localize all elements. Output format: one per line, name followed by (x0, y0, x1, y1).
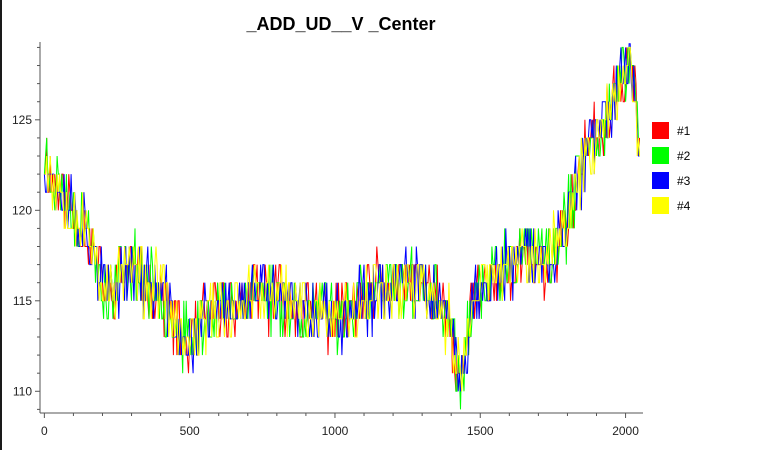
plot-area (40, 42, 643, 413)
y-tick-label: 125 (12, 113, 32, 127)
legend-swatch-1 (652, 122, 669, 139)
x-tick-label: 500 (180, 424, 200, 438)
x-tick-label: 0 (41, 424, 48, 438)
legend-label-1: #1 (677, 124, 691, 138)
axes-layer: 0 500 1000 1500 2000 110 115 120 125 (12, 42, 643, 438)
y-tick-label: 120 (12, 203, 32, 217)
window-edge (0, 0, 2, 450)
y-tick-label: 115 (13, 294, 32, 308)
legend-label-4: #4 (677, 199, 691, 213)
legend-swatch-3 (652, 172, 669, 189)
x-tick-label: 2000 (612, 424, 639, 438)
legend-swatch-4 (652, 197, 669, 214)
series-layer (43, 43, 640, 410)
legend: #1 #2 #3 #4 (652, 122, 691, 214)
legend-label-2: #2 (677, 149, 691, 163)
x-tick-label: 1000 (322, 424, 349, 438)
legend-label-3: #3 (677, 174, 691, 188)
series-line-4 (44, 46, 640, 392)
y-tick-label: 110 (13, 384, 32, 398)
x-tick-label: 1500 (467, 424, 494, 438)
chart-title: _ADD_UD__V _Center (245, 14, 435, 34)
legend-swatch-2 (652, 147, 669, 164)
